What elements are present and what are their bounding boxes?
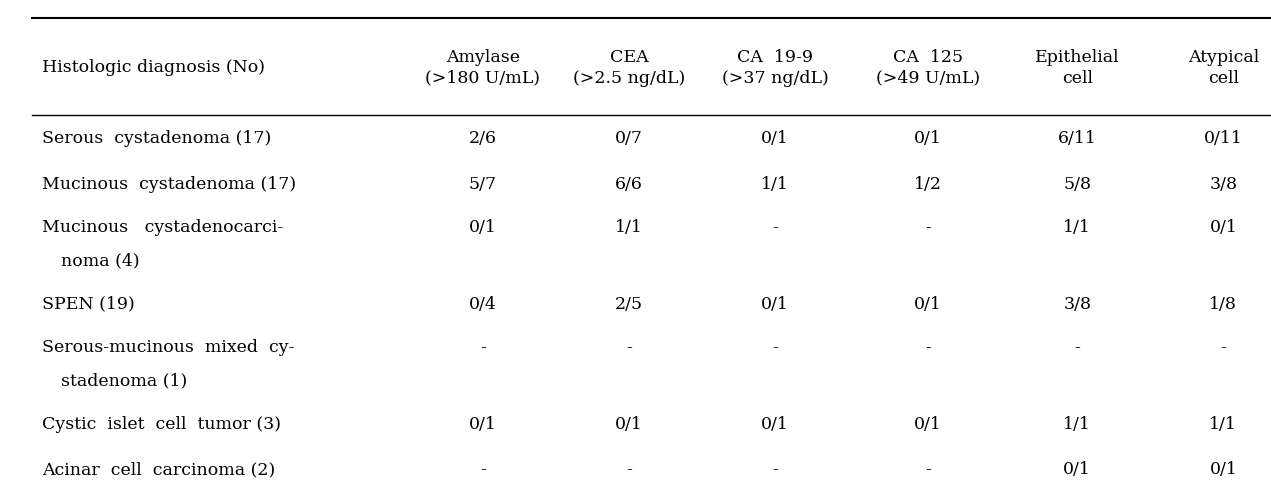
Text: Acinar  cell  carcinoma (2): Acinar cell carcinoma (2): [42, 460, 276, 477]
Text: Serous-mucinous  mixed  cy-: Serous-mucinous mixed cy-: [42, 339, 295, 356]
Text: 0/1: 0/1: [914, 130, 942, 147]
Text: 0/1: 0/1: [1210, 460, 1237, 477]
Text: Serous  cystadenoma (17): Serous cystadenoma (17): [42, 130, 271, 147]
Text: 0/1: 0/1: [761, 415, 789, 432]
Text: -: -: [1220, 339, 1227, 356]
Text: 1/1: 1/1: [615, 219, 643, 236]
Text: -: -: [773, 460, 778, 477]
Text: 1/1: 1/1: [1064, 219, 1091, 236]
Text: -: -: [925, 339, 930, 356]
Text: 1/2: 1/2: [914, 175, 942, 192]
Text: -: -: [773, 219, 778, 236]
Text: Cystic  islet  cell  tumor (3): Cystic islet cell tumor (3): [42, 415, 281, 432]
Text: CA  19-9
(>37 ng/dL): CA 19-9 (>37 ng/dL): [722, 49, 829, 87]
Text: 6/6: 6/6: [615, 175, 643, 192]
Text: -: -: [480, 460, 486, 477]
Text: 2/5: 2/5: [615, 295, 643, 312]
Text: -: -: [925, 219, 930, 236]
Text: -: -: [480, 339, 486, 356]
Text: Mucinous   cystadenocarci-: Mucinous cystadenocarci-: [42, 219, 283, 236]
Text: 0/1: 0/1: [761, 130, 789, 147]
Text: 5/8: 5/8: [1063, 175, 1092, 192]
Text: 0/1: 0/1: [914, 415, 942, 432]
Text: 0/1: 0/1: [1210, 219, 1237, 236]
Text: 0/1: 0/1: [469, 415, 497, 432]
Text: Amylase
(>180 U/mL): Amylase (>180 U/mL): [426, 49, 540, 87]
Text: -: -: [773, 339, 778, 356]
Text: 0/4: 0/4: [469, 295, 497, 312]
Text: 0/11: 0/11: [1204, 130, 1243, 147]
Text: -: -: [627, 339, 632, 356]
Text: 0/1: 0/1: [761, 295, 789, 312]
Text: Mucinous  cystadenoma (17): Mucinous cystadenoma (17): [42, 175, 296, 192]
Text: 0/7: 0/7: [615, 130, 643, 147]
Text: CEA
(>2.5 ng/dL): CEA (>2.5 ng/dL): [573, 49, 685, 87]
Text: 5/7: 5/7: [469, 175, 497, 192]
Text: 6/11: 6/11: [1057, 130, 1097, 147]
Text: -: -: [925, 460, 930, 477]
Text: Epithelial
cell: Epithelial cell: [1035, 49, 1120, 87]
Text: 1/1: 1/1: [761, 175, 789, 192]
Text: -: -: [627, 460, 632, 477]
Text: Histologic diagnosis (No): Histologic diagnosis (No): [42, 59, 264, 76]
Text: SPEN (19): SPEN (19): [42, 295, 135, 312]
Text: 0/1: 0/1: [469, 219, 497, 236]
Text: stadenoma (1): stadenoma (1): [61, 372, 187, 389]
Text: noma (4): noma (4): [61, 252, 140, 269]
Text: 0/1: 0/1: [914, 295, 942, 312]
Text: 1/1: 1/1: [1064, 415, 1091, 432]
Text: 3/8: 3/8: [1063, 295, 1092, 312]
Text: 2/6: 2/6: [469, 130, 497, 147]
Text: CA  125
(>49 U/mL): CA 125 (>49 U/mL): [876, 49, 980, 87]
Text: 1/1: 1/1: [1210, 415, 1237, 432]
Text: 0/1: 0/1: [615, 415, 643, 432]
Text: 3/8: 3/8: [1209, 175, 1238, 192]
Text: -: -: [1074, 339, 1080, 356]
Text: Atypical
cell: Atypical cell: [1187, 49, 1260, 87]
Text: 0/1: 0/1: [1064, 460, 1091, 477]
Text: 1/8: 1/8: [1210, 295, 1237, 312]
